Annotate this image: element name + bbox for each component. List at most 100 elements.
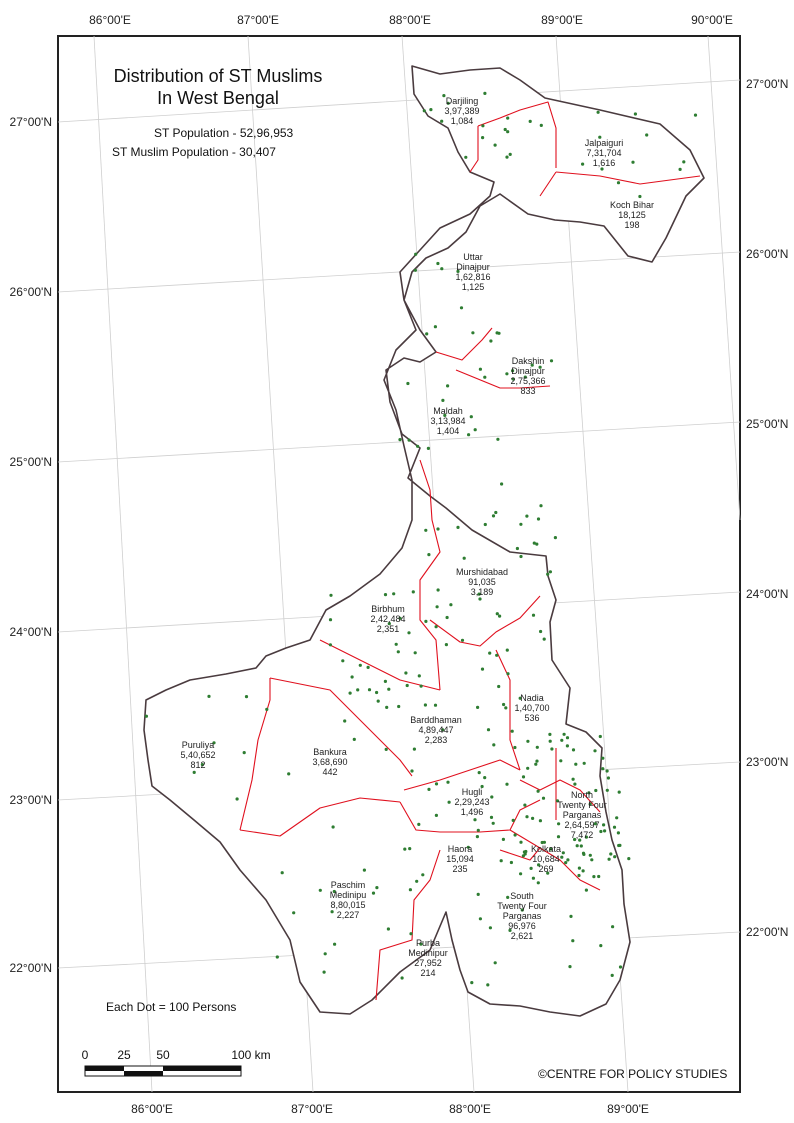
population-dot: [424, 619, 428, 624]
population-dot: [476, 892, 480, 897]
population-dot: [385, 705, 389, 710]
population-dot: [483, 375, 487, 379]
lat-label: 25°00'N: [746, 417, 788, 431]
population-dot: [638, 194, 642, 199]
district-label: North Twenty Four Parganas 2,64,597 7,472: [557, 790, 607, 840]
population-dot: [574, 762, 578, 766]
population-dot: [469, 415, 473, 419]
scale-label: 25: [117, 1048, 131, 1062]
population-dot: [447, 800, 451, 804]
population-dot: [212, 741, 216, 745]
population-dot: [467, 433, 471, 437]
population-dot: [521, 775, 526, 779]
population-dot: [596, 110, 600, 114]
district-label: Paschim Medinipu 8,80,015 2,227: [330, 880, 367, 920]
population-dot: [602, 823, 606, 827]
population-dot: [477, 592, 481, 596]
population-dot: [587, 791, 591, 795]
population-dot: [506, 130, 510, 134]
population-dot: [366, 665, 370, 670]
population-dot: [549, 847, 553, 851]
population-dot: [384, 747, 388, 752]
map-title-line2: In West Bengal: [157, 88, 279, 108]
scale-bar: 0 25 50 100 km: [82, 1048, 271, 1077]
population-dot: [493, 143, 497, 147]
population-dot: [478, 597, 482, 601]
district-label: Murshidabad 91,035 3,189: [456, 567, 508, 597]
population-dot: [404, 671, 408, 675]
population-dot: [525, 815, 529, 819]
right-latitude-labels: 27°00'N 26°00'N 25°00'N 24°00'N 23°00'N …: [746, 77, 788, 939]
population-dot: [548, 732, 552, 737]
population-dot: [417, 822, 421, 827]
population-dot: [542, 637, 546, 641]
population-dot: [471, 331, 475, 335]
population-dot: [613, 855, 617, 859]
district-label: South Twenty Four Parganas 96,976 2,621: [497, 891, 547, 941]
map-title-line1: Distribution of ST Muslims: [114, 66, 323, 86]
lon-label: 86°00'E: [89, 13, 131, 27]
population-dot: [536, 881, 540, 885]
population-dot: [376, 699, 380, 703]
population-dot: [598, 734, 602, 739]
st-muslim-dots: [144, 91, 698, 987]
population-dot: [678, 167, 682, 171]
district-boundaries: [239, 101, 701, 1001]
population-dot: [600, 167, 604, 171]
population-dot: [275, 955, 279, 959]
population-dot: [480, 784, 484, 789]
population-dot: [446, 384, 450, 388]
population-dot: [560, 738, 564, 742]
population-dot: [486, 728, 491, 732]
population-dot: [504, 706, 508, 710]
population-dot: [413, 268, 417, 272]
population-dot: [592, 875, 596, 879]
population-dot: [519, 554, 523, 559]
population-dot: [519, 872, 523, 876]
population-dot: [560, 855, 564, 859]
population-dot: [412, 747, 416, 751]
population-dot: [483, 91, 487, 95]
population-dot: [627, 857, 631, 861]
population-dot: [427, 553, 431, 557]
population-dot: [505, 782, 509, 786]
population-dot: [352, 737, 356, 742]
st-muslim-population-text: ST Muslim Population - 30,407: [112, 145, 276, 159]
population-dot: [588, 802, 592, 806]
lon-label: 89°00'E: [607, 1102, 649, 1116]
population-dot: [597, 874, 601, 879]
population-dot: [541, 796, 546, 800]
population-dot: [476, 705, 480, 710]
population-dot: [518, 696, 522, 700]
population-dot: [502, 702, 506, 707]
population-dot: [200, 763, 204, 767]
population-dot: [473, 428, 477, 432]
population-dot: [318, 888, 322, 892]
lon-label: 88°00'E: [449, 1102, 491, 1116]
population-dot: [508, 152, 512, 156]
population-dot: [466, 845, 470, 849]
lat-label: 24°00'N: [10, 625, 52, 639]
left-latitude-labels: 27°00'N 26°00'N 25°00'N 24°00'N 23°00'N …: [10, 115, 52, 975]
population-dot: [535, 759, 539, 763]
west-bengal-outline: [143, 65, 705, 1017]
population-dot: [350, 675, 354, 679]
district-label: Bankura 3,68,690 442: [312, 747, 347, 777]
population-dot: [356, 688, 360, 692]
population-dot: [557, 822, 561, 826]
population-dot: [244, 695, 249, 699]
population-dot: [426, 446, 430, 450]
population-dot: [633, 112, 638, 116]
population-dot: [434, 625, 438, 629]
population-dot: [612, 825, 617, 829]
population-dot: [415, 879, 419, 883]
population-dot: [500, 482, 504, 486]
population-dot: [383, 679, 387, 684]
population-dot: [287, 772, 291, 776]
lon-label: 87°00'E: [237, 13, 279, 27]
district-label: Hugli 2,29,243 1,496: [454, 787, 489, 817]
population-dot: [573, 782, 577, 786]
population-dot: [478, 367, 482, 371]
population-dot: [367, 688, 372, 692]
population-dot: [523, 803, 527, 807]
